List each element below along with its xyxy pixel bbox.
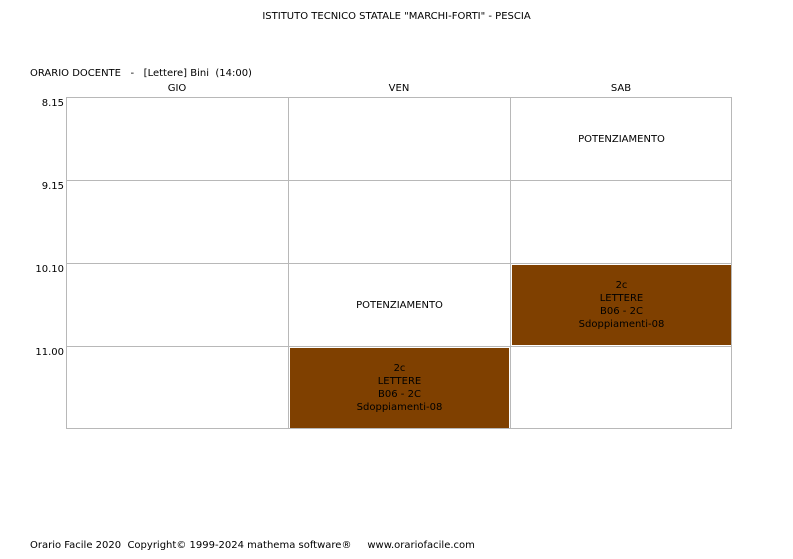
slot-label: POTENZIAMENTO [356,299,443,311]
lesson-subject: LETTERE [599,293,644,304]
slot-sab-0815[interactable]: POTENZIAMENTO [511,98,732,180]
slot-ven-1010[interactable]: POTENZIAMENTO [289,264,510,346]
lesson-group: Sdoppiamenti-08 [578,319,665,330]
lesson-ven-1100[interactable]: 2c LETTERE B06 - 2C Sdoppiamenti-08 [290,348,509,428]
time-label-1100: 11.00 [35,347,64,358]
lesson-group: Sdoppiamenti-08 [356,402,443,413]
day-header-sab: SAB [610,83,632,94]
lesson-sab-1010[interactable]: 2c LETTERE B06 - 2C Sdoppiamenti-08 [512,265,731,345]
school-title: ISTITUTO TECNICO STATALE "MARCHI-FORTI" … [262,11,531,22]
lesson-room: B06 - 2C [378,389,421,400]
lesson-room: B06 - 2C [600,306,643,317]
grid-divider [66,263,732,264]
time-label-0815: 8.15 [41,98,64,109]
lesson-subject: LETTERE [377,376,422,387]
lesson-class: 2c [615,280,628,291]
day-header-gio: GIO [167,83,187,94]
time-label-0915: 9.15 [41,181,64,192]
grid-divider [66,346,732,347]
footer-copyright: Orario Facile 2020 Copyright© 1999-2024 … [30,540,475,551]
teacher-schedule-title: ORARIO DOCENTE - [Lettere] Bini (14:00) [30,68,252,79]
grid-divider [66,180,732,181]
slot-label: POTENZIAMENTO [578,133,665,145]
lesson-class: 2c [393,363,406,374]
time-label-1010: 10.10 [35,264,64,275]
day-header-ven: VEN [388,83,410,94]
